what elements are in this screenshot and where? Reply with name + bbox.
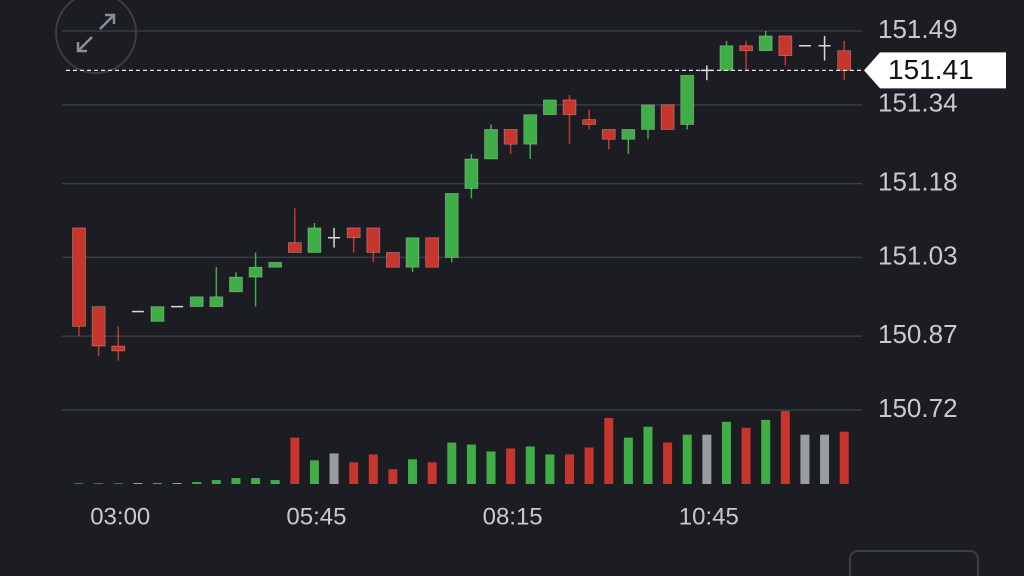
volume-bar [702, 434, 712, 484]
volume-bar [408, 459, 418, 484]
volume-bar [211, 480, 221, 484]
candle-body [287, 242, 302, 253]
volume-bar [152, 483, 162, 484]
candle-body [72, 227, 86, 327]
y-tick-label: 150.72 [878, 393, 958, 423]
volume-bar [486, 451, 496, 484]
y-tick-label: 151.49 [878, 14, 958, 44]
candle-body [680, 74, 695, 125]
x-tick-label: 10:45 [679, 503, 739, 530]
volume-bar [682, 434, 692, 484]
volume-bar [741, 427, 751, 484]
candle-body [268, 261, 283, 268]
volume-bar [309, 460, 319, 484]
candle-body [601, 129, 616, 140]
x-tick-label: 05:45 [286, 503, 346, 530]
candle-body [484, 129, 498, 160]
volume-bar [584, 447, 594, 484]
candle-body [582, 119, 597, 125]
candle-body [758, 35, 773, 52]
candle-body [346, 227, 361, 239]
candle-body [189, 296, 204, 308]
y-tick-label: 150.87 [878, 319, 958, 349]
volume-bar [133, 483, 143, 484]
corner-button[interactable] [849, 550, 979, 576]
last-price-tag [864, 52, 1006, 89]
volume-bar [839, 431, 849, 484]
expand-circle[interactable] [55, 0, 137, 74]
volume-bar [721, 421, 731, 484]
volume-bar [447, 442, 457, 484]
volume-bar [192, 482, 202, 484]
volume-bar [388, 469, 398, 484]
candle-body [150, 306, 165, 322]
candle-body [739, 45, 753, 52]
candle-body [562, 99, 577, 116]
candle-body [307, 227, 322, 253]
volume-bar [761, 419, 771, 484]
volume-bar [231, 478, 241, 484]
volume-bar [643, 426, 653, 484]
volume-bar [623, 437, 633, 484]
volume-bar [74, 483, 84, 484]
y-tick-label: 151.03 [878, 240, 958, 270]
candle-body [91, 306, 106, 347]
volume-bar [466, 444, 476, 484]
volume-bar [368, 454, 378, 484]
volume-bar [251, 478, 261, 484]
x-tick-label: 03:00 [90, 503, 150, 530]
candle-body [444, 193, 459, 258]
volume-bar [506, 448, 516, 484]
candle-body [248, 266, 263, 278]
candle-body [464, 158, 479, 189]
candle-body [778, 35, 793, 57]
y-tick-label: 151.18 [878, 166, 958, 196]
candle-body [837, 50, 852, 71]
candle-body [719, 45, 734, 71]
candle-body [425, 237, 440, 268]
volume-bar [427, 462, 437, 484]
volume-bar [94, 483, 104, 484]
volume-bar [525, 446, 535, 484]
candle-body [621, 129, 636, 140]
expand-button[interactable] [55, 0, 137, 74]
candle-body [366, 227, 381, 253]
volume-bar [820, 434, 830, 484]
volume-bar [270, 480, 280, 484]
volume-bar [349, 462, 359, 484]
volume-bar [113, 483, 123, 484]
candle-body [209, 296, 224, 308]
volume-bar [545, 454, 555, 484]
expand-icon[interactable] [76, 13, 116, 53]
y-tick-label: 151.34 [878, 88, 958, 118]
x-tick-label: 08:15 [483, 503, 543, 530]
candle-body [111, 345, 126, 352]
candle-body [386, 252, 400, 268]
volume-bar [800, 434, 810, 484]
volume-bar [604, 417, 614, 484]
volume-bar [780, 410, 790, 484]
volume-bar [290, 437, 300, 484]
candle-body [542, 99, 557, 116]
volume-bar [663, 442, 673, 484]
candle-body [660, 104, 675, 130]
candle-body [229, 276, 243, 293]
candle-body [503, 129, 518, 145]
candle-body [405, 237, 420, 268]
candle-body [523, 114, 538, 145]
candle-body [641, 104, 655, 130]
volume-bar [329, 453, 339, 484]
last-price-label: 151.41 [888, 54, 974, 85]
volume-bar [565, 454, 574, 484]
volume-bar [172, 483, 182, 484]
